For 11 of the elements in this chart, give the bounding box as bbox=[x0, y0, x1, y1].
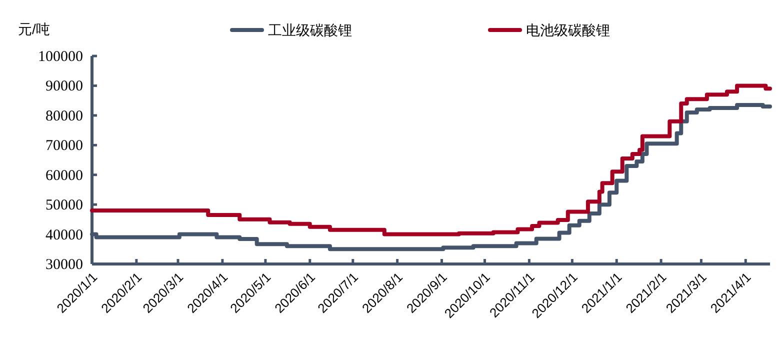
legend-label: 工业级碳酸锂 bbox=[268, 22, 352, 38]
y-tick-label: 30000 bbox=[46, 257, 83, 273]
y-tick-label: 40000 bbox=[46, 227, 83, 244]
y-axis-title: 元/吨 bbox=[18, 21, 50, 37]
y-tick-label: 60000 bbox=[46, 168, 83, 184]
y-tick-label: 50000 bbox=[46, 198, 83, 214]
y-tick-label: 70000 bbox=[46, 138, 83, 154]
y-tick-label: 90000 bbox=[46, 78, 83, 95]
y-tick-label: 80000 bbox=[46, 108, 83, 124]
legend-label: 电池级碳酸锂 bbox=[526, 22, 610, 38]
y-tick-label: 100000 bbox=[38, 49, 83, 65]
